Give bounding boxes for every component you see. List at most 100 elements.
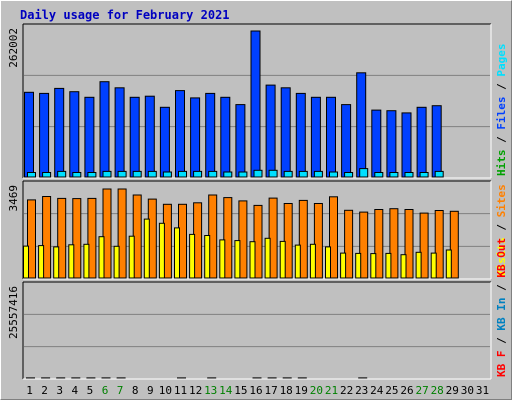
bar-sites-day-28 — [434, 210, 444, 279]
bar-sites-day-14 — [223, 197, 233, 279]
x-tick-label-day-28: 28 — [431, 384, 444, 397]
bar-pages-day-18 — [283, 170, 293, 178]
bar-files-day-11 — [175, 90, 185, 178]
bar-visits-day-14 — [219, 239, 226, 279]
bar-pages-day-16 — [253, 169, 263, 178]
bar-visits-day-29 — [445, 249, 452, 279]
chart-title: Daily usage for February 2021 — [20, 8, 230, 22]
bar-pages-day-13 — [208, 170, 218, 178]
bar-files-day-9 — [144, 95, 155, 178]
bar-sites-day-25 — [389, 208, 399, 279]
x-tick-label-day-15: 15 — [234, 384, 247, 397]
panel-top-ymax-label: 262002 — [7, 28, 20, 68]
bar-sites-day-1 — [27, 199, 36, 279]
bar-visits-day-7 — [113, 245, 120, 279]
bar-visits-day-20 — [309, 243, 316, 279]
bar-pages-day-3 — [57, 170, 67, 178]
bar-pages-day-15 — [238, 171, 248, 178]
panel-top-legend: Hits / Files / Pages — [495, 44, 508, 176]
x-tick-label-day-27: 27 — [415, 384, 428, 397]
x-tick-label-day-25: 25 — [385, 384, 398, 397]
x-tick-label-day-26: 26 — [400, 384, 413, 397]
bar-files-day-26 — [401, 112, 412, 178]
bar-files-day-22 — [341, 104, 352, 178]
bar-sites-day-29 — [449, 210, 459, 279]
bar-sites-day-6 — [102, 188, 112, 279]
bar-visits-day-2 — [38, 245, 45, 279]
bar-sites-day-3 — [57, 197, 67, 279]
bar-sites-day-4 — [72, 198, 82, 279]
bar-sites-day-24 — [374, 209, 384, 279]
bar-sites-day-23 — [359, 211, 369, 279]
bar-files-day-12 — [190, 97, 201, 178]
bar-visits-day-10 — [158, 222, 165, 279]
x-tick-label-day-14: 14 — [219, 384, 233, 397]
bar-files-day-28 — [431, 105, 442, 178]
bar-sites-day-27 — [419, 212, 429, 279]
bar-pages-day-11 — [178, 170, 187, 178]
bar-pages-day-24 — [374, 172, 384, 178]
bar-files-day-19 — [295, 92, 306, 178]
legend-entry: / — [495, 284, 508, 291]
bar-files-day-13 — [205, 92, 216, 178]
legend-entry: / — [495, 337, 508, 344]
bar-files-day-25 — [386, 110, 397, 178]
x-tick-label-day-11: 11 — [174, 384, 187, 397]
bar-files-day-5 — [84, 96, 95, 178]
x-tick-label-day-12: 12 — [189, 384, 202, 397]
bar-visits-day-12 — [189, 233, 196, 279]
bar-pages-day-12 — [193, 170, 203, 178]
bar-sites-day-22 — [344, 209, 354, 279]
bar-files-day-27 — [416, 106, 427, 178]
x-tick-label-day-18: 18 — [280, 384, 293, 397]
bar-files-day-1 — [24, 91, 34, 178]
bar-pages-day-7 — [117, 170, 127, 178]
bar-visits-day-28 — [430, 252, 437, 279]
legend-entry: Files — [495, 90, 508, 136]
bar-visits-day-1 — [23, 245, 29, 279]
x-tick-label-day-6: 6 — [102, 384, 109, 397]
bar-visits-day-21 — [325, 246, 331, 279]
x-tick-label-day-24: 24 — [370, 384, 384, 397]
x-tick-label-day-16: 16 — [249, 384, 262, 397]
x-tick-label-day-5: 5 — [87, 384, 94, 397]
bar-visits-day-13 — [204, 235, 211, 279]
bar-sites-day-2 — [42, 196, 52, 279]
bar-visits-day-25 — [385, 252, 392, 279]
bar-visits-day-3 — [53, 246, 60, 279]
legend-entry: / — [495, 224, 508, 231]
bar-visits-day-8 — [128, 235, 135, 279]
bar-visits-day-19 — [294, 244, 301, 279]
bar-visits-day-15 — [234, 240, 241, 279]
bar-files-day-3 — [54, 87, 65, 178]
bar-pages-day-8 — [132, 170, 142, 178]
bar-visits-day-27 — [415, 251, 422, 279]
bar-files-day-8 — [129, 96, 140, 178]
bar-pages-day-17 — [268, 169, 278, 178]
x-tick-label-day-4: 4 — [71, 384, 78, 397]
legend-entry: KB In — [495, 291, 508, 337]
bar-pages-day-9 — [147, 170, 157, 178]
x-tick-label-day-31: 31 — [476, 384, 489, 397]
x-tick-label-day-20: 20 — [310, 384, 323, 397]
x-tick-label-day-22: 22 — [340, 384, 353, 397]
x-tick-label-day-9: 9 — [147, 384, 154, 397]
bar-pages-day-14 — [223, 171, 233, 178]
bar-sites-day-20 — [313, 203, 323, 279]
bar-visits-day-26 — [400, 254, 407, 279]
bar-visits-day-5 — [83, 243, 90, 279]
bar-visits-day-22 — [340, 252, 347, 279]
bar-files-day-21 — [326, 96, 336, 178]
legend-entry: KB Out — [495, 238, 508, 284]
bar-files-day-20 — [310, 96, 321, 178]
panel-middle-ymax-label: 3469 — [7, 185, 20, 212]
bar-pages-day-10 — [162, 171, 172, 178]
bar-visits-day-9 — [143, 218, 150, 279]
bar-pages-day-5 — [87, 172, 97, 178]
bar-pages-day-22 — [344, 172, 354, 178]
bar-pages-day-21 — [329, 171, 338, 178]
bar-visits-day-4 — [68, 244, 75, 279]
bar-visits-day-17 — [264, 237, 271, 279]
bar-visits-day-18 — [279, 240, 286, 279]
